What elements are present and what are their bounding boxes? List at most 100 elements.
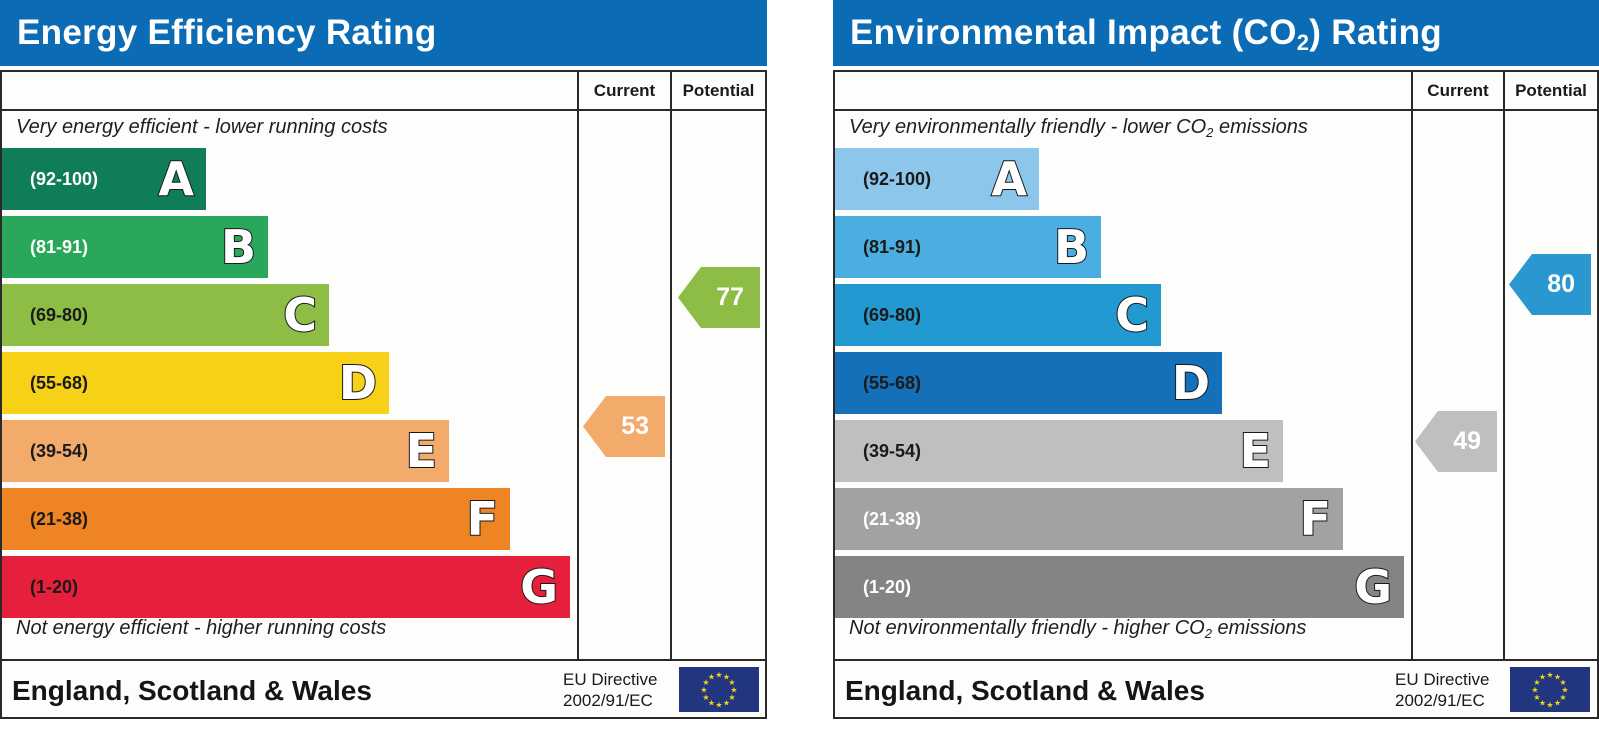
band-letter: G xyxy=(519,559,559,615)
band-letter: F xyxy=(466,491,499,547)
column-divider xyxy=(670,72,672,659)
region-label: England, Scotland & Wales xyxy=(12,675,372,706)
svg-text:★: ★ xyxy=(1531,686,1538,695)
band-letter: B xyxy=(220,219,257,275)
band-a: (92-100) A xyxy=(835,148,1039,210)
band-range: (69-80) xyxy=(30,305,89,325)
band-g: (1-20) G xyxy=(2,556,570,618)
environmental-rating-table: Current Potential Very environmentally f… xyxy=(833,70,1599,719)
column-divider xyxy=(1503,72,1505,659)
eu-flag-icon: ★ ★ ★ ★ ★ ★ ★ ★ ★ ★ ★ ★ xyxy=(1510,667,1590,712)
svg-text:★: ★ xyxy=(728,693,735,702)
current-column-header: Current xyxy=(593,81,656,100)
band-letter: C xyxy=(282,287,318,343)
band-letter: F xyxy=(1299,491,1332,547)
band-letter: E xyxy=(405,423,438,479)
band-c: (69-80) C xyxy=(2,284,329,346)
band-d: (55-68) D xyxy=(2,352,389,414)
band-letter: G xyxy=(1353,559,1393,615)
header-divider xyxy=(2,109,765,111)
band-letter: C xyxy=(1114,287,1150,343)
eu-directive-text: EU Directive 2002/91/EC xyxy=(563,669,657,711)
svg-text:★: ★ xyxy=(708,698,715,707)
band-range: (1-20) xyxy=(30,577,79,597)
energy-rating-table: Current Potential Very energy efficient … xyxy=(0,70,767,719)
footer-divider xyxy=(2,659,765,661)
band-c: (69-80) C xyxy=(835,284,1161,346)
svg-text:★: ★ xyxy=(702,693,709,702)
potential-column-header: Potential xyxy=(682,81,755,100)
band-a: (92-100) A xyxy=(2,148,206,210)
band-letter: D xyxy=(338,355,378,411)
svg-text:★: ★ xyxy=(1546,671,1553,680)
band-range: (21-38) xyxy=(863,509,922,529)
svg-text:★: ★ xyxy=(1559,678,1566,687)
band-letter: E xyxy=(1239,423,1272,479)
column-divider xyxy=(1411,72,1413,659)
header-divider xyxy=(835,109,1597,111)
energy-efficiency-panel: Energy Efficiency Rating Current Potenti… xyxy=(0,0,767,720)
column-divider xyxy=(577,72,579,659)
eu-flag-icon: ★ ★ ★ ★ ★ ★ ★ ★ ★ ★ ★ ★ xyxy=(679,667,759,712)
svg-text:★: ★ xyxy=(702,678,709,687)
svg-text:★: ★ xyxy=(1533,693,1540,702)
band-f: (21-38) F xyxy=(2,488,510,550)
svg-text:★: ★ xyxy=(723,698,730,707)
svg-text:★: ★ xyxy=(1559,693,1566,702)
band-f: (21-38) F xyxy=(835,488,1343,550)
band-b: (81-91) B xyxy=(2,216,268,278)
svg-text:★: ★ xyxy=(715,671,722,680)
potential-rating-arrow: 80 xyxy=(1509,254,1591,315)
band-g: (1-20) G xyxy=(835,556,1404,618)
svg-text:★: ★ xyxy=(1554,698,1561,707)
environmental-title: Environmental Impact (CO2) Rating xyxy=(833,0,1599,66)
svg-text:★: ★ xyxy=(1561,686,1568,695)
svg-text:★: ★ xyxy=(723,673,730,682)
potential-rating-arrow: 77 xyxy=(678,267,760,328)
band-letter: A xyxy=(990,151,1028,207)
inefficient-caption: Not energy efficient - higher running co… xyxy=(16,617,387,639)
directive-line-2: 2002/91/EC xyxy=(563,691,653,710)
band-letter: B xyxy=(1053,219,1090,275)
band-range: (21-38) xyxy=(30,509,89,529)
energy-title: Energy Efficiency Rating xyxy=(0,0,767,66)
band-range: (55-68) xyxy=(863,373,922,393)
svg-text:★: ★ xyxy=(715,701,722,710)
band-range: (1-20) xyxy=(863,577,912,597)
band-b: (81-91) B xyxy=(835,216,1101,278)
efficient-caption: Very energy efficient - lower running co… xyxy=(16,116,388,138)
current-rating-arrow: 53 xyxy=(583,396,665,457)
band-range: (92-100) xyxy=(30,169,99,189)
current-rating-arrow: 49 xyxy=(1415,411,1497,472)
svg-text:★: ★ xyxy=(1546,701,1553,710)
band-range: (39-54) xyxy=(863,441,922,461)
region-label: England, Scotland & Wales xyxy=(845,675,1205,706)
svg-text:★: ★ xyxy=(708,673,715,682)
band-range: (81-91) xyxy=(30,237,89,257)
band-e: (39-54) E xyxy=(2,420,449,482)
svg-text:★: ★ xyxy=(728,678,735,687)
unfriendly-caption: Not environmentally friendly - higher CO… xyxy=(849,617,1307,641)
band-d: (55-68) D xyxy=(835,352,1222,414)
band-letter: D xyxy=(1171,355,1211,411)
band-range: (39-54) xyxy=(30,441,89,461)
band-letter: A xyxy=(157,151,195,207)
svg-text:★: ★ xyxy=(1533,678,1540,687)
current-column-header: Current xyxy=(1427,81,1489,100)
environmental-impact-panel: Environmental Impact (CO2) Rating Curren… xyxy=(833,0,1599,720)
band-range: (92-100) xyxy=(863,169,932,189)
svg-text:★: ★ xyxy=(730,686,737,695)
svg-text:★: ★ xyxy=(1554,673,1561,682)
directive-line-1: EU Directive xyxy=(563,670,658,689)
band-range: (81-91) xyxy=(863,237,922,257)
band-range: (55-68) xyxy=(30,373,89,393)
svg-text:★: ★ xyxy=(1539,698,1546,707)
directive-line-2: 2002/91/EC xyxy=(1395,691,1485,710)
friendly-caption: Very environmentally friendly - lower CO… xyxy=(849,116,1308,140)
footer-divider xyxy=(835,659,1597,661)
potential-column-header: Potential xyxy=(1515,81,1587,100)
svg-text:★: ★ xyxy=(700,686,707,695)
band-range: (69-80) xyxy=(863,305,922,325)
band-e: (39-54) E xyxy=(835,420,1283,482)
eu-directive-text: EU Directive 2002/91/EC xyxy=(1395,669,1489,711)
